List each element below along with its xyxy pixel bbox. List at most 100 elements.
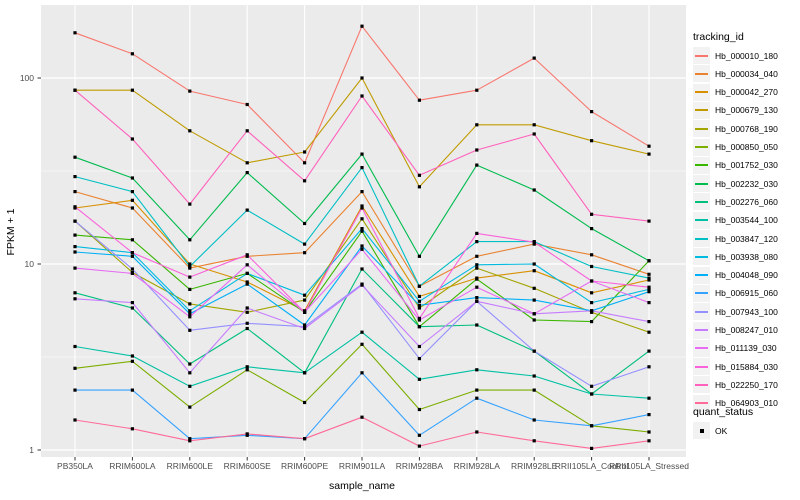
legend-label: Hb_000034_040 bbox=[715, 68, 778, 79]
legend-key-box bbox=[693, 101, 710, 119]
legend-item-Hb_000679_130: Hb_000679_130 bbox=[693, 101, 778, 119]
legend-label: Hb_022250_170 bbox=[715, 379, 778, 390]
legend-key-box bbox=[693, 230, 710, 247]
legend-key-line-icon bbox=[695, 383, 708, 386]
x-tick-label: RRIM600SE bbox=[223, 461, 271, 471]
legend-label: Hb_000850_050 bbox=[715, 142, 778, 152]
legend-key-line-icon bbox=[695, 54, 708, 57]
legend-title-tracking-id: tracking_id bbox=[693, 31, 744, 43]
legend-key-box bbox=[693, 120, 710, 138]
legend-key-box bbox=[693, 321, 710, 339]
legend-key-box bbox=[693, 156, 710, 174]
x-tick-label: RRIM901LA bbox=[338, 461, 386, 471]
legend-item-Hb_015884_030: Hb_015884_030 bbox=[693, 358, 778, 376]
legend-item-Hb_000042_270: Hb_000042_270 bbox=[693, 83, 778, 101]
legend-key-line-icon bbox=[695, 292, 708, 295]
legend-key-line-icon bbox=[695, 274, 708, 277]
legend-item-Hb_000010_180: Hb_000010_180 bbox=[693, 47, 778, 64]
legend-label: OK bbox=[715, 425, 728, 436]
legend-label: Hb_001752_030 bbox=[715, 160, 778, 171]
x-axis-title: sample_name bbox=[329, 480, 395, 492]
legend-key-box bbox=[693, 248, 710, 266]
legend-key-line-icon bbox=[695, 200, 708, 203]
legend-label: Hb_007943_100 bbox=[715, 306, 778, 317]
legend-key-line-icon bbox=[695, 146, 708, 148]
legend-label: Hb_015884_030 bbox=[715, 361, 778, 372]
legend-key-line-icon bbox=[695, 127, 708, 130]
x-tick-label: RRIM600LE bbox=[166, 461, 213, 471]
x-tick-label: RRII105LA_Control bbox=[554, 461, 629, 471]
x-tick-label: RRIM600PE bbox=[280, 461, 329, 471]
legend-key-line-icon bbox=[695, 109, 708, 112]
legend-key-line-icon bbox=[695, 329, 708, 331]
legend-key-line-icon bbox=[695, 365, 708, 368]
x-tick-label: RRIM928BA bbox=[395, 461, 444, 471]
legend-label: Hb_002276_060 bbox=[715, 196, 778, 207]
legend-item-Hb_003544_100: Hb_003544_100 bbox=[693, 211, 778, 229]
legend-label: Hb_000768_190 bbox=[715, 123, 778, 134]
legend-key-box bbox=[693, 376, 710, 394]
legend: tracking_id Hb_000010_180 Hb_000034_040 Hb… bbox=[693, 0, 800, 500]
legend-item-Hb_064903_010: Hb_064903_010 bbox=[693, 394, 778, 412]
legend-key-line-icon bbox=[695, 310, 708, 313]
legend-key-box bbox=[693, 303, 710, 321]
legend-item-Hb_002232_030: Hb_002232_030 bbox=[693, 175, 778, 193]
legend-label: Hb_003938_080 bbox=[715, 251, 778, 262]
legend-key-box bbox=[693, 65, 710, 83]
legend-item-Hb_022250_170: Hb_022250_170 bbox=[693, 376, 778, 394]
legend-item-ok: OK bbox=[693, 422, 727, 439]
x-tick-label: RRIM600LA bbox=[109, 461, 156, 471]
legend-item-Hb_006915_060: Hb_006915_060 bbox=[693, 284, 778, 302]
legend-item-Hb_003847_120: Hb_003847_120 bbox=[693, 230, 778, 247]
legend-item-Hb_007943_100: Hb_007943_100 bbox=[693, 303, 778, 321]
legend-label: Hb_064903_010 bbox=[715, 398, 778, 409]
legend-key-line-icon bbox=[695, 237, 708, 240]
legend-key-box bbox=[693, 358, 710, 376]
legend-label: Hb_000679_130 bbox=[715, 105, 778, 116]
legend-item-Hb_011139_030: Hb_011139_030 bbox=[693, 339, 777, 357]
legend-item-Hb_001752_030: Hb_001752_030 bbox=[693, 156, 778, 174]
legend-key-box bbox=[693, 284, 710, 302]
legend-key-box bbox=[693, 138, 710, 156]
legend-key-line-icon bbox=[695, 72, 708, 75]
legend-item-Hb_000850_050: Hb_000850_050 bbox=[693, 138, 778, 156]
x-tick-label: RRII105LA_Stressed bbox=[609, 461, 689, 471]
legend-label: Hb_003544_100 bbox=[715, 215, 778, 226]
legend-key-line-icon bbox=[695, 255, 708, 258]
legend-key-line-icon bbox=[695, 347, 708, 350]
legend-key-line-icon bbox=[695, 164, 708, 167]
legend-key-box bbox=[693, 175, 710, 193]
legend-key-line-icon bbox=[695, 182, 708, 185]
y-axis-title: FPKM + 1 bbox=[5, 208, 17, 256]
legend-title-quant-status: quant_status bbox=[693, 406, 754, 418]
y-tick-label: 10 bbox=[24, 258, 34, 269]
x-tick-label: RRIM928LE bbox=[511, 461, 558, 471]
legend-label: Hb_008247_010 bbox=[715, 325, 778, 335]
legend-item-Hb_002276_060: Hb_002276_060 bbox=[693, 193, 778, 211]
legend-key-box bbox=[693, 394, 710, 412]
legend-key-box bbox=[693, 422, 710, 439]
legend-label: Hb_002232_030 bbox=[715, 178, 778, 189]
legend-label: Hb_000042_270 bbox=[715, 87, 778, 98]
legend-key-box bbox=[693, 211, 710, 229]
legend-key-box bbox=[693, 339, 710, 357]
legend-label: Hb_003847_120 bbox=[715, 233, 778, 244]
legend-key-box bbox=[693, 47, 710, 64]
legend-item-Hb_008247_010: Hb_008247_010 bbox=[693, 321, 778, 339]
legend-key-line-icon bbox=[695, 219, 708, 222]
legend-label: Hb_011139_030 bbox=[715, 343, 777, 354]
legend-key-line-icon bbox=[695, 402, 708, 405]
legend-item-Hb_003938_080: Hb_003938_080 bbox=[693, 248, 778, 266]
plot-panel bbox=[41, 5, 686, 457]
legend-label: Hb_004048_090 bbox=[715, 270, 778, 281]
x-tick-label: RRIM928LA bbox=[453, 461, 500, 471]
legend-item-Hb_000768_190: Hb_000768_190 bbox=[693, 120, 778, 138]
legend-item-Hb_000034_040: Hb_000034_040 bbox=[693, 65, 778, 83]
legend-key-box bbox=[693, 193, 710, 211]
x-tick-label: PB350LA bbox=[57, 461, 93, 471]
legend-label: Hb_006915_060 bbox=[715, 288, 778, 299]
legend-key-box bbox=[693, 266, 710, 284]
y-tick-label: 1 bbox=[29, 444, 34, 455]
legend-item-Hb_004048_090: Hb_004048_090 bbox=[693, 266, 778, 284]
